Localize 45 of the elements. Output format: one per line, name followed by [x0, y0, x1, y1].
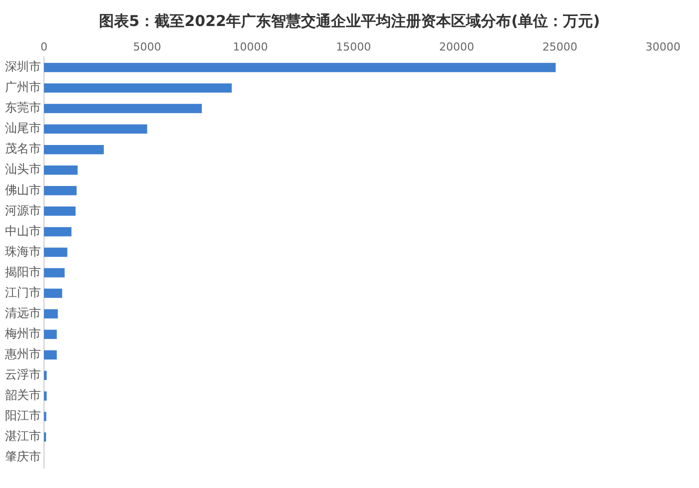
- bar: [44, 227, 72, 236]
- y-tick-label: 湛江市: [5, 429, 41, 444]
- bar: [44, 370, 47, 380]
- bar: [44, 288, 62, 298]
- y-tick-label: 汕头市: [5, 162, 41, 176]
- x-tick-label: 10000: [232, 40, 268, 54]
- x-tick-label: 20000: [439, 40, 474, 54]
- x-tick-label: 30000: [646, 40, 680, 54]
- x-tick-label: 5000: [133, 40, 162, 54]
- bar: [44, 391, 47, 401]
- bar: [44, 62, 556, 72]
- bar: [44, 330, 57, 339]
- bar: [44, 309, 58, 318]
- y-tick-label: 茂名市: [5, 142, 41, 156]
- x-tick-label: 0: [40, 40, 48, 54]
- bar: [44, 83, 232, 93]
- y-tick-label: 东莞市: [5, 100, 41, 115]
- y-tick-label: 肇庆市: [5, 450, 41, 464]
- bar: [44, 350, 57, 360]
- y-tick-label: 河源市: [5, 203, 41, 218]
- bar: [44, 104, 202, 114]
- bar: [44, 248, 68, 257]
- y-tick-label: 梅州市: [4, 326, 41, 340]
- chart-title: 图表5：截至2022年广东智慧交通企业平均注册资本区域分布(单位：万元): [98, 11, 601, 32]
- y-tick-label: 惠州市: [4, 347, 41, 362]
- y-tick-label: 中山市: [5, 224, 41, 238]
- y-tick-label: 深圳市: [5, 60, 41, 74]
- bar: [44, 268, 65, 278]
- bar: [44, 186, 77, 196]
- y-tick-label: 珠海市: [5, 244, 41, 258]
- y-tick-label: 江门市: [5, 285, 41, 300]
- y-tick-label: 佛山市: [5, 182, 41, 197]
- y-tick-label: 韶关市: [5, 388, 41, 402]
- x-tick-label: 25000: [542, 40, 578, 54]
- y-tick-label: 阳江市: [5, 408, 41, 423]
- y-tick-label: 揭阳市: [5, 264, 41, 279]
- bar: [44, 124, 148, 134]
- bar: [44, 206, 76, 216]
- y-tick-label: 汕尾市: [5, 121, 41, 136]
- y-tick-label: 广州市: [5, 80, 41, 94]
- x-tick-label: 15000: [336, 40, 371, 54]
- bar: [44, 165, 78, 175]
- y-tick-label: 清远市: [5, 306, 41, 320]
- y-tick-label: 云浮市: [5, 368, 41, 382]
- bar: [44, 144, 104, 154]
